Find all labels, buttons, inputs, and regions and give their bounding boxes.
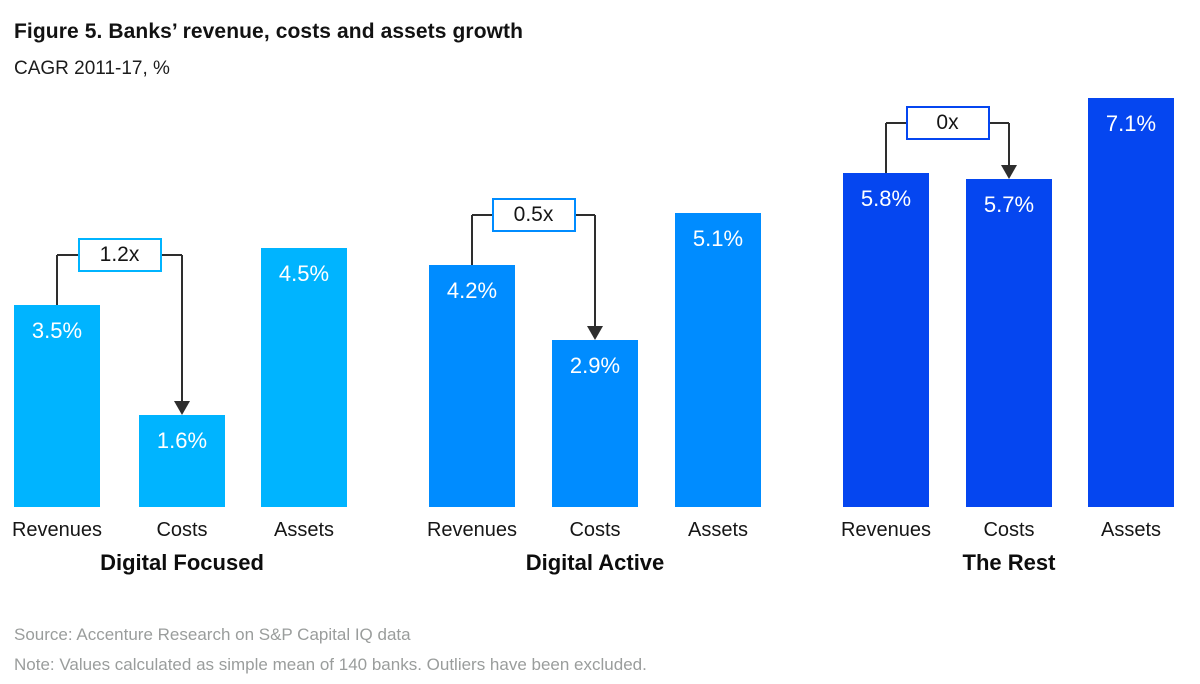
ratio-connector-left-the-rest: [885, 122, 887, 173]
ratio-connector-left-digital-active: [471, 215, 473, 266]
value-label-assets-digital-active: 5.1%: [692, 226, 744, 252]
ratio-box-the-rest: 0x: [905, 105, 990, 140]
figure-subtitle: CAGR 2011-17, %: [14, 58, 170, 79]
bar-costs-digital-focused: 1.6%: [139, 414, 225, 507]
note-text: Note: Values calculated as simple mean o…: [14, 655, 647, 674]
arrow-down-icon-digital-focused: [174, 400, 190, 415]
ratio-connector-right-the-rest: [1008, 122, 1010, 167]
value-label-costs-digital-active: 2.9%: [569, 352, 621, 378]
ratio-connector-right-digital-active: [594, 215, 596, 328]
group-label-digital-focused: Digital Focused: [100, 550, 264, 575]
value-label-revenues-digital-focused: 3.5%: [31, 318, 83, 344]
axis-label-revenues-digital-focused: Revenues: [11, 519, 103, 541]
axis-label-costs-digital-active: Costs: [569, 519, 621, 541]
value-label-costs-digital-focused: 1.6%: [156, 427, 208, 453]
axis-label-assets-the-rest: Assets: [1100, 519, 1162, 541]
bar-revenues-the-rest: 5.8%: [843, 172, 929, 507]
arrow-down-icon-the-rest: [1001, 164, 1017, 179]
value-label-revenues-the-rest: 5.8%: [860, 185, 912, 211]
source-text: Source: Accenture Research on S&P Capita…: [14, 625, 411, 644]
value-label-costs-the-rest: 5.7%: [983, 191, 1035, 217]
ratio-box-digital-focused: 1.2x: [77, 238, 162, 273]
arrow-down-icon-digital-active: [587, 325, 603, 340]
group-label-digital-active: Digital Active: [525, 550, 665, 575]
bar-costs-digital-active: 2.9%: [552, 339, 638, 507]
bar-costs-the-rest: 5.7%: [966, 178, 1052, 507]
ratio-connector-left-digital-focused: [56, 255, 58, 306]
ratio-connector-right-digital-focused: [181, 255, 183, 403]
axis-label-revenues-the-rest: Revenues: [840, 519, 932, 541]
value-label-assets-digital-focused: 4.5%: [278, 260, 330, 286]
axis-label-costs-digital-focused: Costs: [156, 519, 208, 541]
bar-assets-digital-active: 5.1%: [675, 213, 761, 507]
value-label-revenues-digital-active: 4.2%: [446, 278, 498, 304]
bar-assets-digital-focused: 4.5%: [261, 247, 347, 507]
value-label-assets-the-rest: 7.1%: [1105, 111, 1157, 137]
ratio-box-digital-active: 0.5x: [491, 198, 576, 233]
axis-label-assets-digital-active: Assets: [687, 519, 749, 541]
group-label-the-rest: The Rest: [962, 550, 1056, 575]
bar-revenues-digital-active: 4.2%: [429, 265, 515, 507]
axis-label-costs-the-rest: Costs: [983, 519, 1035, 541]
figure-title: Figure 5. Banks’ revenue, costs and asse…: [14, 20, 524, 43]
bar-assets-the-rest: 7.1%: [1088, 98, 1174, 507]
axis-label-revenues-digital-active: Revenues: [426, 519, 518, 541]
bar-revenues-digital-focused: 3.5%: [14, 305, 100, 507]
axis-label-assets-digital-focused: Assets: [273, 519, 335, 541]
